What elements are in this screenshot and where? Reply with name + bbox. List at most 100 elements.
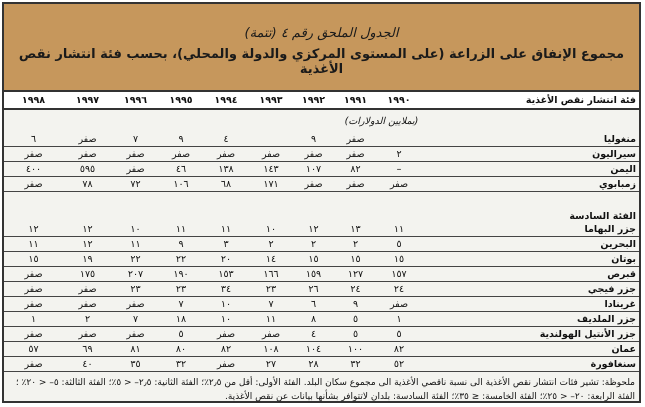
cell-value: ١٠ — [130, 223, 141, 235]
cell-value: ١٨ — [159, 311, 203, 327]
country-name: سيراليون — [421, 146, 639, 162]
year-header: ١٩٩٤ — [203, 92, 249, 109]
cell-value: ١١ — [249, 311, 293, 327]
year-header: ١٩٩٢ — [293, 92, 334, 109]
table-row: بوتان ١٥ ١٥ ١٥ ١٤ ٢٠ ٢٢ ٢٢ ١٩ ١٥ — [4, 251, 639, 267]
cell-value: ١٠٠ — [334, 341, 377, 357]
cell-value: صفر — [4, 296, 63, 312]
cell-value: ١٥٧ — [377, 266, 421, 282]
cell-value: ٧ — [112, 311, 159, 327]
table-frame: الجدول الملحق رقم ٤ (تتمة) مجموع الإنفاق… — [2, 2, 641, 403]
cell-value: ٩ — [310, 133, 317, 145]
cell-value: ١٠٧ — [293, 161, 334, 177]
cell-value: ٧ — [249, 296, 293, 312]
country-name: جزر البهاما — [584, 223, 636, 235]
cell-value: صفر — [203, 146, 249, 162]
cell-value: صفر — [203, 326, 249, 342]
cell-value: ١٢ — [308, 223, 319, 235]
cell-value: صفر — [249, 146, 293, 162]
cell-value: صفر — [334, 176, 377, 192]
cell-value: ١ — [4, 311, 63, 327]
table-row: منغوليا صفر ٩ ٤ ٩ ٧ صفر ٦ — [4, 132, 639, 147]
country-name: غرينادا — [421, 296, 639, 312]
cell-value: ١١ — [112, 236, 159, 252]
country-name: قبرص — [421, 266, 639, 282]
cell-value: ١٩٠ — [159, 266, 203, 282]
cell-value: صفر — [4, 281, 63, 297]
cell-value: ١٠ — [203, 296, 249, 312]
table-row: جزر البهاما ١١ ١٣ ١٢ ١٠ ١١ ١١ ١٠ ١٢ ١٢ — [4, 222, 639, 237]
cell-value: ٨٢ — [377, 341, 421, 357]
label-column-header: فئة انتشار نقص الأغذية — [421, 92, 639, 109]
cell-value: ٣٤ — [203, 281, 249, 297]
cell-value: ٤٠ — [63, 356, 112, 371]
cell-value: ٣ — [203, 236, 249, 252]
year-header: ١٩٩١ — [334, 92, 377, 109]
cell-value: ١٠٦ — [159, 176, 203, 192]
cell-value: ١١ — [4, 236, 63, 252]
cell-value: ٥٢ — [377, 356, 421, 371]
cell-value: ٢ — [63, 311, 112, 327]
cell-value: ٧ — [159, 296, 203, 312]
cell-value: صفر — [112, 326, 159, 342]
cell-value: ٦ — [30, 133, 37, 145]
cell-value: ٥٩٥ — [63, 161, 112, 177]
cell-value: ٥ — [334, 326, 377, 342]
cell-value: صفر — [203, 356, 249, 371]
cell-value: ٩ — [178, 133, 184, 145]
table-number: الجدول الملحق رقم ٤ (تتمة) — [244, 26, 399, 41]
cell-value: ٦٩ — [63, 341, 112, 357]
country-name: سنغافورة — [421, 356, 639, 371]
cell-value: ٤٦ — [159, 161, 203, 177]
cell-value: ٢ — [377, 146, 421, 162]
year-header: ١٩٩٥ — [159, 92, 203, 109]
cell-value: صفر — [112, 296, 159, 312]
cell-value: ١٥ — [4, 251, 63, 267]
cell-value: ٥ — [377, 326, 421, 342]
cell-value: ٢٤ — [334, 281, 377, 297]
cell-value: ٨٢ — [203, 341, 249, 357]
cell-value: ٥ — [377, 236, 421, 252]
cell-value: صفر — [4, 146, 63, 162]
cell-value: ١٠ — [203, 311, 249, 327]
cell-value: ٢ — [334, 236, 377, 252]
cell-value: صفر — [159, 146, 203, 162]
cell-value: ٢٣ — [159, 281, 203, 297]
table-row: سنغافورة ٥٢ ٣٢ ٢٨ ٢٧ صفر ٣٢ ٣٥ ٤٠ صفر — [4, 356, 639, 371]
table-header-band: الجدول الملحق رقم ٤ (تتمة) مجموع الإنفاق… — [4, 4, 639, 92]
country-name: جزر فيجي — [421, 281, 639, 297]
cell-value: صفر — [63, 296, 112, 312]
cell-value: ١٢ — [28, 223, 39, 235]
cell-value: صفر — [63, 146, 112, 162]
year-header: ١٩٩٦ — [112, 92, 159, 109]
cell-value: ١٠٨ — [249, 341, 293, 357]
cell-value: ٨٢ — [334, 161, 377, 177]
cell-value: ٢٢ — [159, 251, 203, 267]
year-header: ١٩٩٣ — [249, 92, 293, 109]
cell-value: ٥٧ — [4, 341, 63, 357]
table-row: جزر الملديف ١ ٥ ٨ ١١ ١٠ ١٨ ٧ ٢ ١ — [4, 311, 639, 327]
cell-value: صفر — [249, 326, 293, 342]
cell-value — [377, 132, 421, 147]
cell-value: ٨١ — [112, 341, 159, 357]
table-row: البحرين ٥ ٢ ٢ ٢ ٣ ٩ ١١ ١٢ ١١ — [4, 236, 639, 252]
cell-value: ٦ — [293, 296, 334, 312]
cell-value: ١٩ — [63, 251, 112, 267]
cell-value: ٣٢ — [159, 356, 203, 371]
cell-value: ٢٨ — [293, 356, 334, 371]
cell-value: ١٧٥ — [63, 266, 112, 282]
cell-value: صفر — [63, 281, 112, 297]
cell-value: صفر — [4, 356, 63, 371]
cell-value: ١٦٦ — [249, 266, 293, 282]
cell-value: ٢٤ — [377, 281, 421, 297]
cell-value: ٩ — [159, 236, 203, 252]
cell-value: ٤٠٠ — [4, 161, 63, 177]
cell-value: ١٤ — [249, 251, 293, 267]
cell-value: ١٢ — [63, 236, 112, 252]
cell-value: صفر — [78, 133, 97, 145]
cell-value: ١٢٧ — [334, 266, 377, 282]
table-row: سيراليون ٢ صفر صفر صفر صفر صفر صفر صفر صفر — [4, 146, 639, 162]
cell-value: ٢٢ — [112, 251, 159, 267]
table-row: زمبابوي صفر صفر صفر ١٧١ ٦٨ ١٠٦ ٧٢ ٧٨ صفر — [4, 176, 639, 192]
cell-value: صفر — [63, 326, 112, 342]
